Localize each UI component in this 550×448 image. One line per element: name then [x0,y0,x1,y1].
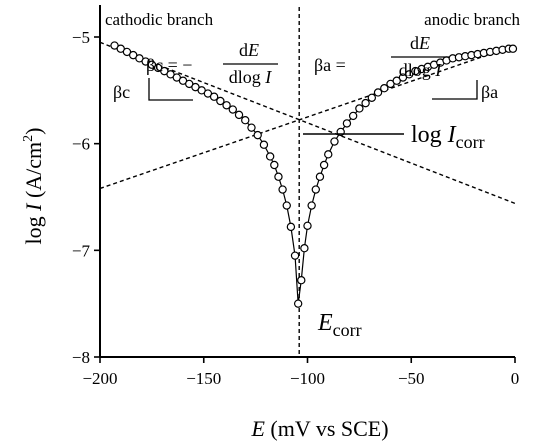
beta-a-formula-numerator: dE [410,33,430,53]
data-point [259,140,269,149]
data-point [361,98,370,108]
data-point [311,185,320,194]
beta-c-slope-triangle [148,78,193,101]
anodic-tafel-line [99,44,516,190]
data-point [300,243,309,253]
beta-c-formula-numerator: dE [239,40,259,60]
beta-c-formula-lhs: βc = − [146,55,192,75]
x-tick-label: −100 [290,369,325,388]
log-icorr-prefix: log [411,122,448,148]
data-point [228,105,237,114]
data-point [222,101,231,110]
y-axis-title-sup: 2 [21,135,36,142]
beta-a-formula-lhs: βa = [314,55,346,75]
y-axis-title-rest: (A/cm [21,142,46,204]
data-point [290,251,300,260]
data-point [508,44,518,53]
data-point [282,201,291,210]
ecorr-sym: E [317,310,333,336]
beta-c-formula: βc = − dE dlog I [146,40,278,87]
data-point [253,130,262,140]
data-point [303,221,312,230]
data-point [355,104,364,113]
plot-layer [99,7,518,357]
data-point [373,88,383,97]
x-tick-label: 0 [511,369,520,388]
y-tick-label: −8 [72,348,90,367]
y-axis-title: log I (A/cm2) [21,128,46,245]
x-tick-label: −50 [398,369,425,388]
y-axis-title-prefix: log [21,211,46,245]
y-tick-label: −5 [72,28,90,47]
data-point [293,299,303,308]
data-point [380,83,389,93]
beta-a-formula: βa = dE dlog I [314,33,449,80]
axes-layer: −200 −150 −100 −50 0 −8 −7 −6 −5 [72,5,519,388]
beta-c-den-sym: I [264,67,272,87]
anodic-branch-label: anodic branch [424,10,520,29]
data-point [241,115,250,125]
ecorr-sub: corr [333,320,362,340]
data-point [286,222,296,232]
beta-c-formula-denominator: dlog I [229,67,273,87]
data-point [274,172,283,181]
data-point [324,150,333,159]
log-icorr-sym: I [447,122,457,148]
ecorr-label: Ecorr [317,310,362,340]
data-point [319,160,329,170]
beta-c-label: βc [113,82,130,102]
y-tick-label: −7 [72,241,91,260]
beta-a-slope-triangle [432,80,478,100]
y-tick-label: −6 [72,135,90,154]
data-point [278,185,287,194]
data-point [330,137,339,146]
beta-c-num-d: d [239,40,248,60]
series-0-line [114,44,513,304]
beta-a-label: βa [481,82,498,102]
data-point [297,276,306,285]
data-point [307,201,316,210]
beta-c-num-sym: E [247,40,259,60]
beta-a-num-sym: E [418,33,430,53]
data-point [216,96,225,106]
data-point [209,92,219,101]
beta-a-formula-denominator: dlog I [399,60,443,80]
data-point [270,160,279,170]
beta-a-num-d: d [410,33,419,53]
data-point [247,123,256,132]
data-point [234,110,244,120]
x-axis-title-symbol: E [250,416,265,441]
y-axis-title-end: ) [21,128,46,135]
data-point [315,172,325,181]
log-icorr-label: log Icorr [411,122,485,152]
x-axis-title-rest: (mV vs SCE) [265,416,389,441]
x-tick-label: −200 [82,369,117,388]
y-axis-title-symbol: I [21,202,46,212]
beta-a-den-text: dlog [399,60,436,80]
data-point [348,111,358,121]
log-icorr-sub: corr [456,132,485,152]
data-point [265,152,275,161]
x-axis-title: E (mV vs SCE) [250,416,388,441]
beta-a-den-sym: I [434,60,442,80]
beta-c-den-text: dlog [229,67,266,87]
cathodic-branch-label: cathodic branch [105,10,214,29]
data-point [367,93,377,103]
x-tick-label: −150 [186,369,221,388]
data-point [342,119,352,128]
